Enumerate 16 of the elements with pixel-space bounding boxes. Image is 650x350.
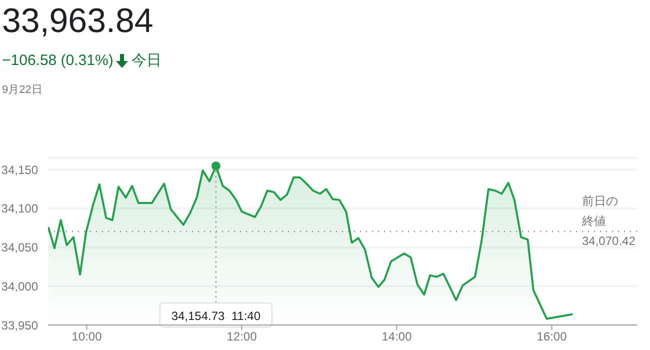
x-tick-label: 14:00: [382, 330, 412, 344]
chart-subtitle: −106.58 (0.31%): [2, 52, 114, 69]
ref-line-label: 前日の終値: [582, 193, 619, 230]
y-tick-label: 34,000: [1, 279, 38, 294]
text: 今日: [131, 51, 162, 70]
y-tick-label: 33,950: [1, 318, 38, 332]
x-tick-label: 12:00: [226, 330, 258, 344]
y-tick-label: 34,150: [1, 162, 38, 177]
y-tick-label: 34,100: [1, 202, 38, 216]
annotation: 34,070.42: [582, 233, 636, 250]
x-tick-label: 10:00: [72, 330, 102, 344]
y-tick-label: 34,050: [1, 240, 38, 255]
annotation: 34,154.73 11:40: [171, 309, 261, 323]
text: 9月22日: [2, 83, 42, 97]
x-tick-label: 16:00: [536, 330, 568, 344]
chart-title: 33,963.84: [2, 2, 154, 41]
